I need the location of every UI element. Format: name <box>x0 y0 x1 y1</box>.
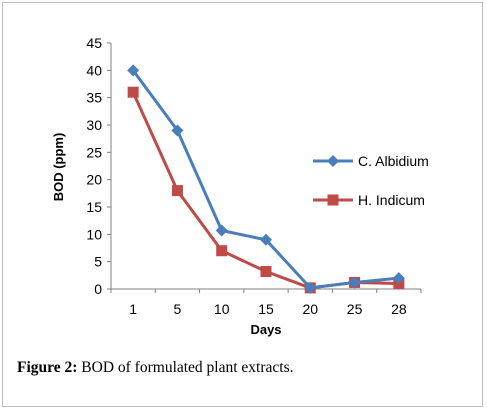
x-axis-label: Days <box>250 322 281 337</box>
data-point-c-albidium <box>215 224 228 237</box>
legend-label: H. Indicum <box>358 192 425 208</box>
data-point-c-albidium <box>392 272 405 285</box>
figure-caption: Figure 2: BOD of formulated plant extrac… <box>17 359 294 377</box>
y-axis-label: BOD (ppm) <box>51 133 66 202</box>
data-point-c-albidium <box>304 281 317 294</box>
y-tick-label: 30 <box>86 117 102 133</box>
x-tick-label: 28 <box>391 301 407 317</box>
legend-item-c-albidium: C. Albidium <box>313 153 429 169</box>
y-tick-label: 35 <box>86 90 102 106</box>
data-point-h-indicum <box>127 86 139 98</box>
x-tick-label: 1 <box>129 301 137 317</box>
data-point-h-indicum <box>171 185 183 197</box>
x-tick-label: 10 <box>214 301 230 317</box>
caption-text: BOD of formulated plant extracts. <box>77 359 294 376</box>
legend-marker <box>327 194 339 206</box>
figure-frame: 0 5 10 15 20 25 30 35 40 45 1 5 10 15 20 25 28 C. Albidi… <box>2 2 483 407</box>
y-tick-label: 10 <box>86 226 102 242</box>
caption-label: Figure 2: <box>17 359 78 376</box>
legend-item-h-indicum: H. Indicum <box>313 192 425 208</box>
y-tick-label: 45 <box>86 35 102 51</box>
legend-label: C. Albidium <box>358 153 429 169</box>
series-c-albidium <box>127 64 405 294</box>
legend-marker <box>327 155 339 167</box>
chart-axes <box>110 43 421 290</box>
data-point-h-indicum <box>260 266 272 278</box>
y-tick-label: 25 <box>86 144 102 160</box>
chart-series <box>127 64 405 294</box>
data-point-h-indicum <box>216 245 228 257</box>
chart-legend: C. Albidium H. Indicum <box>313 153 429 208</box>
x-tick-label: 20 <box>302 301 318 317</box>
x-tick-label: 5 <box>174 301 182 317</box>
y-tick-label: 15 <box>86 199 102 215</box>
data-point-c-albidium <box>260 233 272 246</box>
x-tick-label: 25 <box>347 301 363 317</box>
x-tick-label: 15 <box>258 301 274 317</box>
y-tick-label: 0 <box>94 281 102 297</box>
y-tick-label: 20 <box>86 172 102 188</box>
data-point-c-albidium <box>348 276 361 289</box>
y-tick-label: 40 <box>86 62 102 78</box>
y-tick-label: 5 <box>94 254 102 270</box>
data-point-c-albidium <box>171 124 184 137</box>
